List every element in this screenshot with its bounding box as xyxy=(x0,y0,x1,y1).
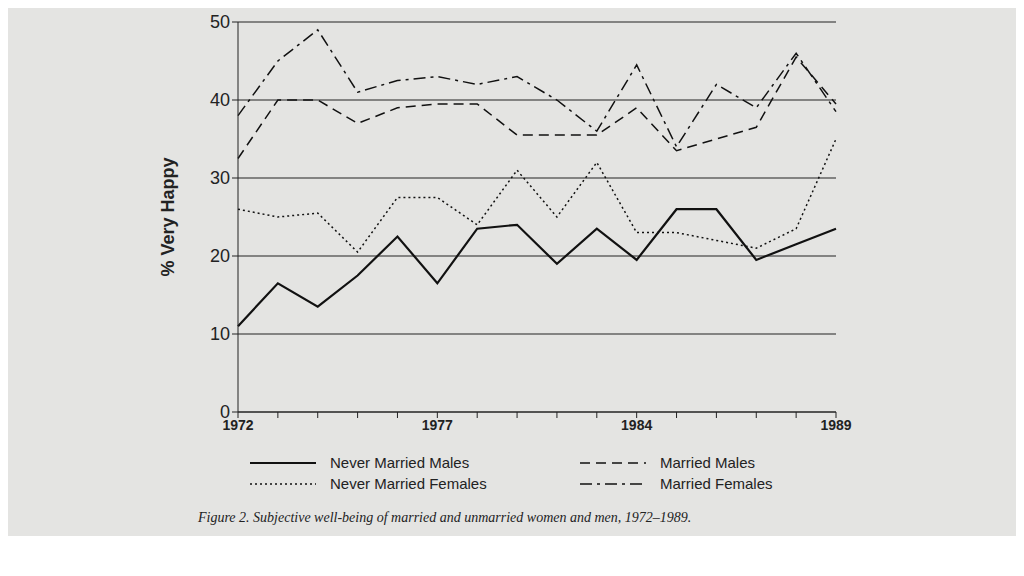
html-text:Never Married Females: Never Married Females xyxy=(330,475,487,492)
svg-text:50: 50 xyxy=(210,12,230,32)
svg-text:1989: 1989 xyxy=(820,417,851,433)
html-text:Figure 2. Subjective well-bein: Figure 2. Subjective well-being of marri… xyxy=(198,510,692,525)
svg-text:0: 0 xyxy=(220,402,230,422)
html-text:Married Females: Married Females xyxy=(660,475,773,492)
html-text:Married Males: Married Males xyxy=(660,454,755,471)
svg-text:1977: 1977 xyxy=(422,417,453,433)
svg-text:1972: 1972 xyxy=(222,416,254,433)
svg-text:10: 10 xyxy=(210,324,230,344)
svg-text:40: 40 xyxy=(210,90,230,110)
svg-text:% Very Happy: % Very Happy xyxy=(158,157,178,276)
svg-text:30: 30 xyxy=(210,168,230,188)
html-text:Never Married Males: Never Married Males xyxy=(330,454,470,471)
svg-text:20: 20 xyxy=(210,246,230,266)
svg-text:1984: 1984 xyxy=(621,417,652,433)
